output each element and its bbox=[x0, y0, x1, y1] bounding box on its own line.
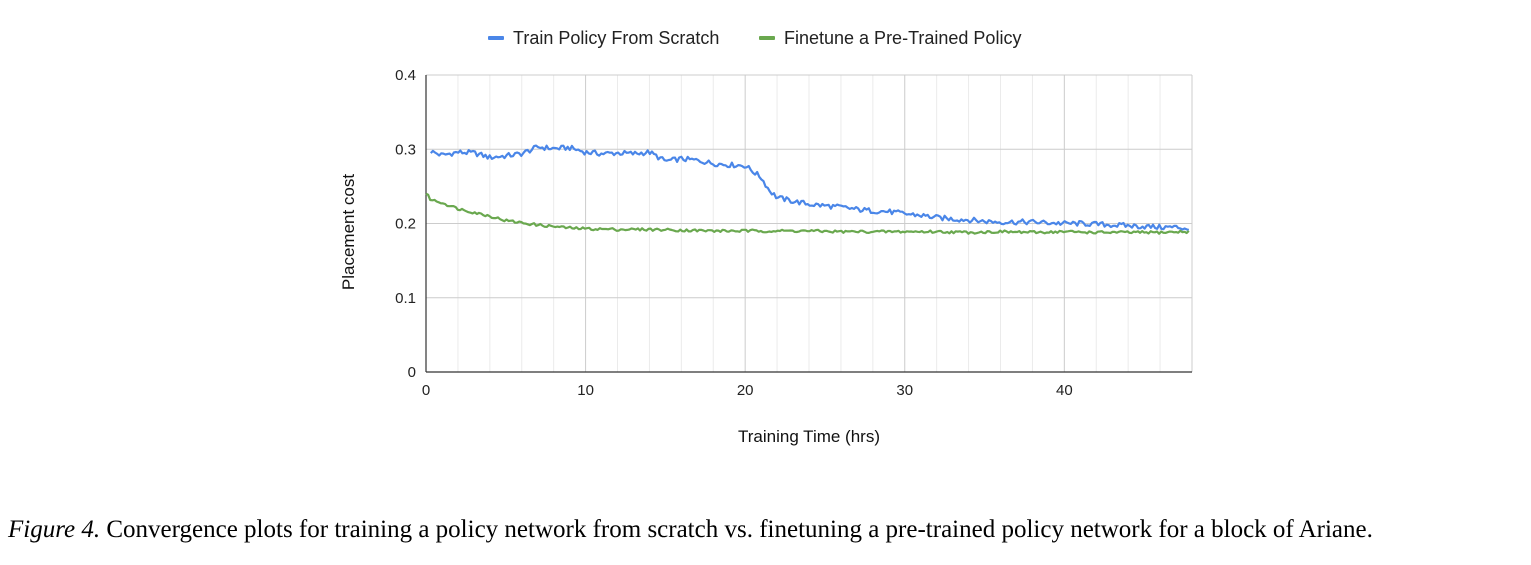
y-tick-label: 0.3 bbox=[395, 141, 416, 158]
y-axis-title: Placement cost bbox=[339, 174, 358, 290]
legend-label: Train Policy From Scratch bbox=[513, 28, 719, 48]
y-tick-label: 0.1 bbox=[395, 290, 416, 307]
x-axis-title: Training Time (hrs) bbox=[738, 427, 880, 446]
chart-panel bbox=[310, 18, 1222, 476]
figure-label: Figure 4. bbox=[8, 516, 101, 543]
y-tick-label: 0 bbox=[408, 364, 416, 381]
y-tick-label: 0.2 bbox=[395, 216, 416, 233]
caption-text: Convergence plots for training a policy … bbox=[100, 516, 1373, 543]
x-tick-label: 20 bbox=[737, 382, 754, 399]
series-line-finetune-pretrained bbox=[425, 192, 1190, 235]
legend-swatch bbox=[759, 36, 775, 40]
x-tick-label: 30 bbox=[896, 382, 913, 399]
axes: 0 10 20 30 40 0 0.1 0.2 0.3 0.4 bbox=[395, 67, 1192, 399]
legend: Train Policy From Scratch Finetune a Pre-… bbox=[488, 28, 1021, 48]
legend-swatch bbox=[488, 36, 504, 40]
legend-label: Finetune a Pre-Trained Policy bbox=[784, 28, 1021, 48]
series-lines bbox=[425, 144, 1190, 235]
x-tick-label: 10 bbox=[577, 382, 594, 399]
series-line-train-from-scratch bbox=[430, 144, 1190, 231]
x-tick-label: 40 bbox=[1056, 382, 1073, 399]
y-tick-label: 0.4 bbox=[395, 67, 416, 84]
figure-caption: Figure 4. Convergence plots for training… bbox=[8, 516, 1528, 544]
line-chart: 0 10 20 30 40 0 0.1 0.2 0.3 0.4 Train Policy From… bbox=[339, 28, 1193, 446]
grid-lines bbox=[426, 74, 1193, 372]
x-tick-label: 0 bbox=[422, 382, 430, 399]
